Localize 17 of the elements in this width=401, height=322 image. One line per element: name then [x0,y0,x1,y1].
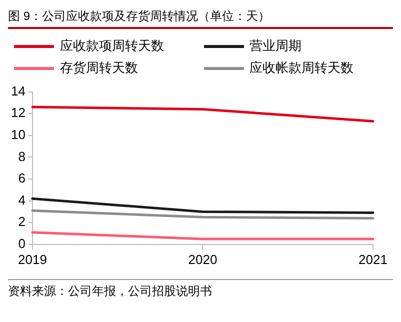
y-tick-label: 2 [18,214,26,230]
legend-label: 应收帐款周转天数 [250,59,354,77]
legend-label: 营业周期 [250,37,302,55]
y-tick-label: 12 [10,105,26,120]
y-tick-label: 6 [18,170,26,186]
y-tick-label: 0 [18,236,26,251]
y-tick-label: 4 [18,192,26,208]
text: 资料来源：公司年报，公司招股说明书 [8,283,213,300]
legend-label: 应收款项周转天数 [60,37,164,55]
y-tick-label: 14 [10,83,26,98]
x-tick-label: 2020 [188,252,218,267]
x-tick-label: 2019 [18,252,47,267]
chart-title: 图 9：公司应收款项及存货周转情况（单位：天） [8,8,393,29]
y-tick-label: 10 [10,126,26,142]
x-tick-label: 2021 [358,252,388,267]
y-tick-label: 8 [18,148,26,164]
legend-label: 存货周转天数 [60,59,138,77]
